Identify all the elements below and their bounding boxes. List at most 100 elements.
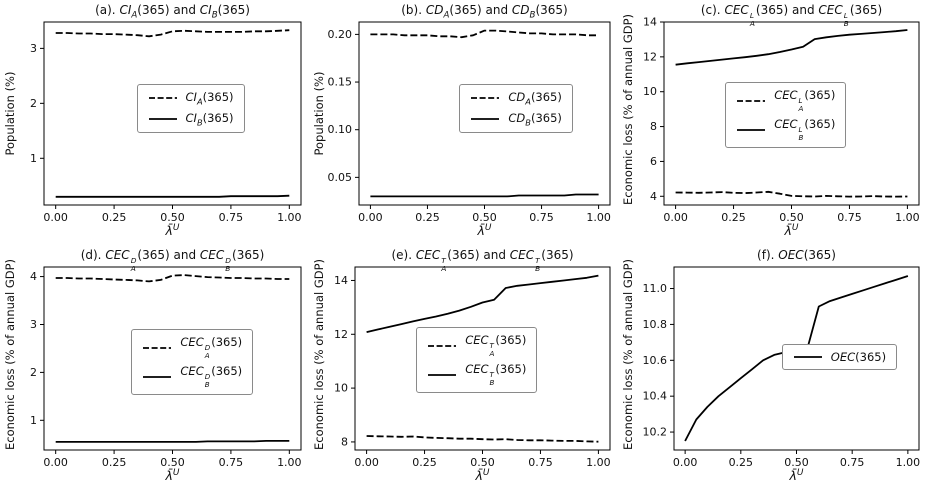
x-tick-label: 0.00 <box>43 456 68 469</box>
y-tick-label: 10.6 <box>643 354 668 367</box>
y-axis-label: Economic loss (% of annual GDP) <box>621 258 635 450</box>
x-tick-label: 1.00 <box>895 211 920 224</box>
x-tick-label: 1.00 <box>896 456 921 469</box>
series-line-dashed <box>370 29 599 39</box>
chart-title: (a). CIA(365) and CIB(365) <box>95 3 250 21</box>
y-axis-label: Economic loss (% of annual GDP) <box>312 258 326 450</box>
legend: CEC L A (365) CEC L B (365) <box>725 82 847 149</box>
x-tick-label: 0.25 <box>415 211 440 224</box>
axis-ticks: 0.00 0.25 0.50 0.75 1.00 8 10 12 14 <box>334 274 611 469</box>
legend-entry: CDB(365) <box>470 111 562 127</box>
y-tick-label: 0.05 <box>328 171 353 184</box>
y-tick-label: 11.0 <box>643 282 668 295</box>
axis-ticks: 0.00 0.25 0.50 0.75 1.00 4 6 8 10 12 14 <box>643 16 920 225</box>
x-tick-label: 0.25 <box>729 456 754 469</box>
legend-entry: OEC(365) <box>793 350 886 364</box>
dashed-line-sample-icon <box>471 97 500 100</box>
y-tick-label: 8 <box>650 120 657 133</box>
y-tick-label: 2 <box>30 97 37 110</box>
y-axis-label: Economic loss (% of annual GDP) <box>3 258 17 450</box>
chart-title: (f). OEC(365) <box>757 248 836 262</box>
x-tick-label: 0.75 <box>837 211 862 224</box>
y-tick-label: 2 <box>30 366 37 379</box>
axis-ticks: 0.00 0.25 0.50 0.75 1.00 1 2 3 <box>30 42 302 224</box>
legend-label: CEC D B (365) <box>180 364 243 389</box>
solid-line-sample-icon <box>793 355 822 358</box>
legend-entry: CEC D A (365) <box>142 335 242 360</box>
x-axis-label: λ̄U <box>165 468 180 484</box>
legend-entry: CEC T A (365) <box>427 333 526 358</box>
chart-title: (d). CEC D A (365) and CEC D B (365) <box>80 248 265 274</box>
x-tick-label: 0.25 <box>721 211 746 224</box>
dashed-line-sample-icon <box>143 346 172 349</box>
solid-line-sample-icon <box>471 117 500 120</box>
series-line-dashed <box>675 190 908 198</box>
x-axis-label: λ̄U <box>784 223 799 239</box>
x-tick-label: 0.50 <box>779 211 804 224</box>
x-axis-label: λ̄U <box>165 223 180 239</box>
x-tick-label: 1.00 <box>277 211 302 224</box>
x-tick-label: 0.50 <box>472 211 497 224</box>
x-tick-label: 1.00 <box>586 456 611 469</box>
x-tick-label: 0.00 <box>358 211 383 224</box>
x-tick-label: 0.00 <box>673 456 698 469</box>
legend-label: OEC(365) <box>830 349 887 364</box>
y-tick-label: 14 <box>334 274 348 287</box>
y-tick-label: 14 <box>643 16 657 29</box>
solid-line-sample-icon <box>428 373 457 376</box>
series-line-solid <box>55 194 290 198</box>
legend-label: CEC L A (365) <box>774 88 836 114</box>
legend-label: CIA(365) <box>185 90 234 107</box>
plot-area: 0.00 0.25 0.50 0.75 1.00 8 10 12 14 <box>334 266 611 469</box>
y-axis-label: Economic loss (% of annual GDP) <box>621 13 635 205</box>
y-axis-label: Population (%) <box>312 71 326 156</box>
legend-entry: CEC D B (365) <box>142 364 242 389</box>
y-tick-label: 10 <box>643 85 657 98</box>
y-tick-label: 0.15 <box>328 76 353 89</box>
series-line-solid <box>675 29 908 66</box>
y-axis-label: Population (%) <box>3 71 17 156</box>
legend-label: CDA(365) <box>508 90 562 107</box>
x-tick-label: 0.00 <box>43 211 68 224</box>
x-tick-label: 0.75 <box>219 211 244 224</box>
x-tick-label: 0.50 <box>470 456 495 469</box>
x-axis-label: λ̄U <box>477 223 492 239</box>
y-tick-label: 6 <box>650 155 657 168</box>
x-tick-label: 0.50 <box>160 211 185 224</box>
axis-ticks: 0.00 0.25 0.50 0.75 1.00 10.2 10.4 10.6 10.8 11.0 <box>643 282 921 469</box>
y-tick-label: 0.20 <box>328 28 353 41</box>
y-tick-label: 1 <box>30 414 37 427</box>
y-tick-label: 1 <box>30 152 37 165</box>
x-tick-label: 0.00 <box>663 211 688 224</box>
legend-label: CIB(365) <box>185 110 234 127</box>
legend-label: CEC T A (365) <box>465 333 527 359</box>
series-line-dashed <box>366 435 599 443</box>
legend-entry: CEC L A (365) <box>736 88 835 113</box>
legend: CEC T A (365) CEC T B (365) <box>416 327 538 394</box>
y-tick-label: 0.10 <box>328 123 353 136</box>
legend-label: CEC T B (365) <box>465 362 527 388</box>
x-axis-label: λ̄U <box>475 468 490 484</box>
plot-area: 0.00 0.25 0.50 0.75 1.00 1 2 3 <box>30 21 302 224</box>
plot-area: 0.00 0.25 0.50 0.75 1.00 4 6 8 10 12 14 <box>643 16 920 225</box>
series-line-solid <box>370 193 599 198</box>
legend: CIA(365) CIB(365) <box>136 84 245 133</box>
x-tick-label: 0.25 <box>102 211 127 224</box>
series-line-dashed <box>55 29 290 38</box>
legend-entry: CIB(365) <box>148 111 234 127</box>
y-tick-label: 10.2 <box>643 426 668 439</box>
x-tick-label: 0.75 <box>219 456 244 469</box>
solid-line-sample-icon <box>143 375 172 378</box>
solid-line-sample-icon <box>737 128 766 131</box>
legend-label: CEC D A (365) <box>180 335 243 360</box>
x-tick-label: 0.75 <box>528 456 553 469</box>
legend-label: CEC L B (365) <box>774 117 836 143</box>
plot-frame <box>663 21 920 206</box>
subplot-b: 0.00 0.25 0.50 0.75 1.00 0.05 0.10 0.15 0.20 (b)… <box>309 0 618 245</box>
legend-entry: CIA(365) <box>148 90 234 107</box>
series-line-dashed <box>55 274 290 283</box>
x-tick-label: 0.75 <box>529 211 554 224</box>
x-tick-label: 0.50 <box>160 456 185 469</box>
y-tick-label: 4 <box>30 270 37 283</box>
